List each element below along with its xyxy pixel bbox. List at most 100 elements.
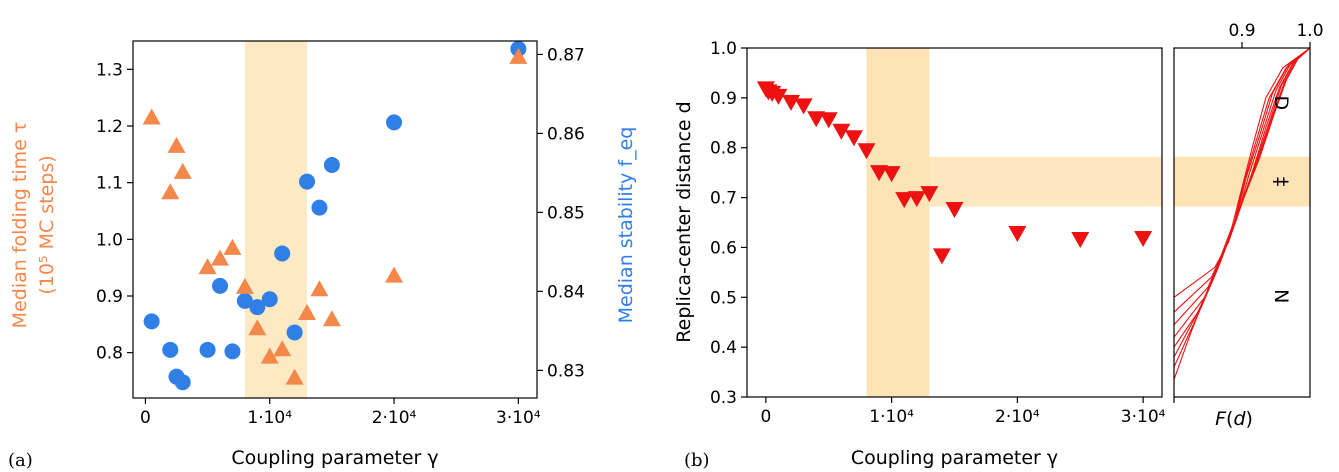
distance-point bbox=[920, 186, 939, 203]
folding-time-point bbox=[385, 266, 404, 283]
x-tick-label: 3·10⁴ bbox=[496, 408, 541, 428]
left-y-tick-label: 0.8 bbox=[96, 344, 123, 364]
distance-point bbox=[945, 202, 964, 219]
folding-time-point bbox=[223, 238, 242, 255]
x-tick-label: 1·10⁴ bbox=[247, 408, 292, 428]
right-y-tick-label: 0.87 bbox=[547, 45, 585, 65]
left-y-tick-label: 1.2 bbox=[96, 117, 123, 137]
distance-point bbox=[1008, 225, 1027, 242]
panel-b-shaded-y-region bbox=[866, 156, 1162, 207]
side-panel-curves bbox=[1173, 47, 1311, 380]
folding-time-point bbox=[260, 347, 279, 364]
folding-time-point bbox=[142, 108, 161, 125]
x-tick-label: 2·10⁴ bbox=[995, 407, 1040, 427]
distance-point bbox=[807, 111, 826, 128]
x-tick-label: 0 bbox=[760, 407, 771, 427]
panel-b-x-axis-label: Coupling parameter γ bbox=[851, 447, 1058, 469]
left-y-tick-label: 0.9 bbox=[96, 287, 123, 307]
left-y-tick-label: 1.3 bbox=[96, 60, 123, 80]
cdf-curve bbox=[1173, 47, 1311, 326]
cdf-curve bbox=[1173, 47, 1311, 298]
panel-a-frame bbox=[132, 40, 538, 399]
panel-b-tag: (b) bbox=[684, 450, 710, 471]
xlabel-part: ( bbox=[1226, 408, 1233, 430]
left-y-tick-label: 1.1 bbox=[96, 174, 123, 194]
stability-point bbox=[311, 199, 328, 216]
y-tick-label: 0.8 bbox=[710, 139, 737, 159]
folding-time-point bbox=[248, 319, 267, 336]
folding-time-point bbox=[322, 310, 341, 327]
stability-point bbox=[386, 114, 403, 131]
panel-a-ticks: 0 1·10⁴ 2·10⁴ 3·10⁴ 0.8 0.9 1.0 1.1 1.2 1.3 0.83 0.… bbox=[96, 45, 585, 428]
right-y-tick-label: 0.83 bbox=[547, 361, 585, 381]
stability-point bbox=[286, 324, 303, 341]
folding-time-point bbox=[509, 47, 528, 64]
folding-time-point bbox=[211, 249, 230, 266]
y-tick-label: 0.3 bbox=[710, 388, 737, 408]
stability-point bbox=[143, 313, 160, 330]
folding-time-point bbox=[273, 340, 292, 357]
folding-time-point bbox=[173, 162, 192, 179]
stability-point bbox=[274, 245, 291, 262]
y-tick-label: 1.0 bbox=[710, 39, 737, 59]
region-label: D bbox=[1270, 96, 1292, 111]
x-tick-label: 0 bbox=[140, 408, 151, 428]
stability-point bbox=[162, 341, 179, 358]
distance-point bbox=[844, 130, 863, 147]
cdf-curve bbox=[1173, 47, 1311, 313]
folding-time-point bbox=[235, 277, 254, 294]
distance-point bbox=[1134, 230, 1153, 247]
x-tick-label: 2·10⁴ bbox=[372, 408, 417, 428]
panel-b-frame bbox=[746, 47, 1163, 398]
folding-time-point bbox=[167, 136, 186, 153]
stability-point bbox=[224, 343, 241, 360]
panel-b-y-axis-label: Replica-center distance d bbox=[673, 101, 695, 342]
side-panel-region-labels: D ‡ N bbox=[1270, 96, 1292, 304]
region-label: ‡ bbox=[1270, 177, 1292, 187]
x-tick-label: 3·10⁴ bbox=[1121, 407, 1166, 427]
distance-point bbox=[769, 88, 788, 105]
panel-a-chart: 0 1·10⁴ 2·10⁴ 3·10⁴ 0.8 0.9 1.0 1.1 1.2 1.3 0.83 0.… bbox=[8, 40, 637, 471]
panel-b-markers bbox=[756, 81, 1153, 265]
distance-point bbox=[870, 165, 889, 182]
xlabel-part: ) bbox=[1246, 408, 1253, 430]
panel-a-right-y-axis-label: Median stability f_eq bbox=[615, 127, 637, 324]
x-tick-label: 1·10⁴ bbox=[869, 407, 914, 427]
panel-a-tag: (a) bbox=[8, 450, 33, 471]
right-y-tick-label: 0.85 bbox=[547, 203, 585, 223]
xlabel-part: F bbox=[1215, 408, 1227, 430]
side-panel-ticks: 0.9 1.0 bbox=[1173, 21, 1324, 403]
left-y-tick-label: 1.0 bbox=[96, 230, 123, 250]
right-y-tick-label: 0.84 bbox=[547, 282, 585, 302]
panel-a-left-y-axis-unit: (10⁵ MC steps) bbox=[36, 155, 58, 294]
folding-time-point bbox=[161, 183, 180, 200]
panel-b-chart: 0 1·10⁴ 2·10⁴ 3·10⁴ 0.3 0.4 0.5 0.6 0.7 0.8 0.9 1.0… bbox=[673, 39, 1166, 471]
distance-point bbox=[819, 112, 838, 129]
y-tick-label: 0.4 bbox=[710, 338, 737, 358]
y-tick-label: 0.7 bbox=[710, 189, 737, 209]
distance-point bbox=[794, 98, 813, 115]
side-panel-x-axis-label: F(d) bbox=[1215, 408, 1253, 430]
distance-point bbox=[1071, 231, 1090, 248]
distance-point bbox=[895, 192, 914, 209]
panel-a-shaded-region bbox=[244, 41, 308, 398]
stability-point bbox=[199, 341, 216, 358]
right-y-tick-label: 0.86 bbox=[547, 124, 585, 144]
folding-time-point bbox=[285, 368, 304, 385]
folding-time-point bbox=[298, 304, 317, 320]
panel-b-shaded-x-region bbox=[866, 48, 930, 397]
panel-a-left-y-axis-label: Median folding time τ bbox=[9, 122, 31, 329]
folding-time-point bbox=[310, 280, 329, 297]
y-tick-label: 0.5 bbox=[710, 288, 737, 308]
distance-point bbox=[932, 248, 951, 265]
distance-point bbox=[882, 166, 901, 183]
stability-point bbox=[174, 374, 191, 391]
distance-point bbox=[907, 191, 926, 208]
panel-a-x-axis-label: Coupling parameter γ bbox=[231, 447, 438, 469]
cdf-curve bbox=[1173, 47, 1311, 348]
y-tick-label: 0.9 bbox=[710, 89, 737, 109]
stability-point bbox=[236, 292, 253, 309]
region-label: N bbox=[1270, 289, 1292, 303]
stability-point bbox=[249, 299, 266, 316]
panel-a-markers bbox=[142, 40, 528, 391]
